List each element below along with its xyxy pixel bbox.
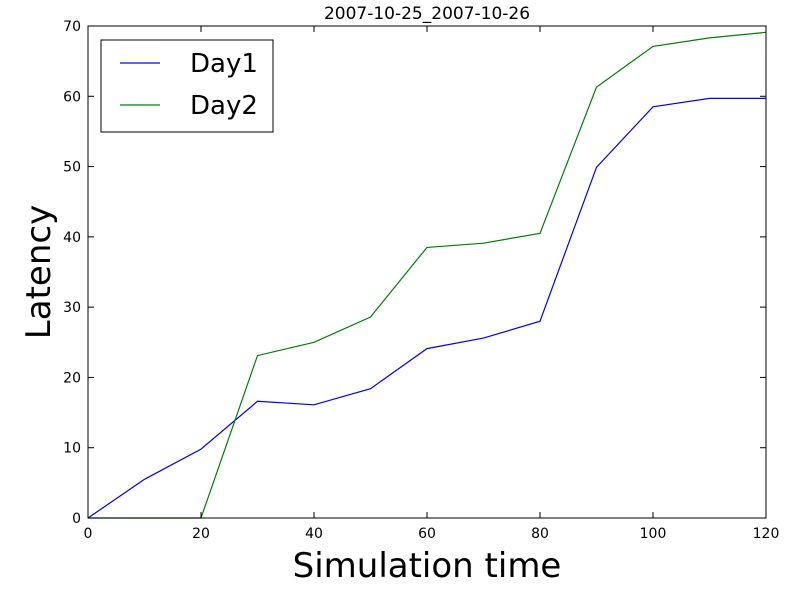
y-tick-label: 10 — [63, 441, 81, 457]
legend-label-day2: Day2 — [190, 91, 258, 121]
legend-label-day1: Day1 — [190, 49, 258, 79]
x-tick-label: 100 — [640, 526, 667, 542]
x-axis-label: Simulation time — [293, 546, 562, 586]
y-axis-label: Latency — [19, 205, 59, 339]
y-tick-label: 20 — [63, 370, 81, 386]
y-tick-label: 0 — [72, 511, 81, 527]
y-tick-label: 70 — [63, 19, 81, 35]
y-tick-label: 60 — [63, 89, 81, 105]
y-tick-label: 50 — [63, 160, 81, 176]
series-line-day1 — [87, 97, 766, 519]
ticks-layer: 0 20 40 60 80 100 120 0 10 20 30 40 50 60 70 — [63, 19, 779, 542]
chart-title: 2007-10-25_2007-10-26 — [324, 4, 530, 24]
y-tick-label: 40 — [63, 230, 81, 246]
x-tick-label: 40 — [305, 526, 323, 542]
x-tick-label: 120 — [753, 526, 780, 542]
legend: Day1 Day2 — [100, 39, 274, 133]
x-tick-label: 0 — [84, 526, 93, 542]
x-tick-label: 60 — [418, 526, 436, 542]
x-tick-label: 80 — [531, 526, 549, 542]
x-tick-label: 20 — [192, 526, 210, 542]
legend-box — [100, 39, 274, 133]
y-tick-label: 30 — [63, 300, 81, 316]
